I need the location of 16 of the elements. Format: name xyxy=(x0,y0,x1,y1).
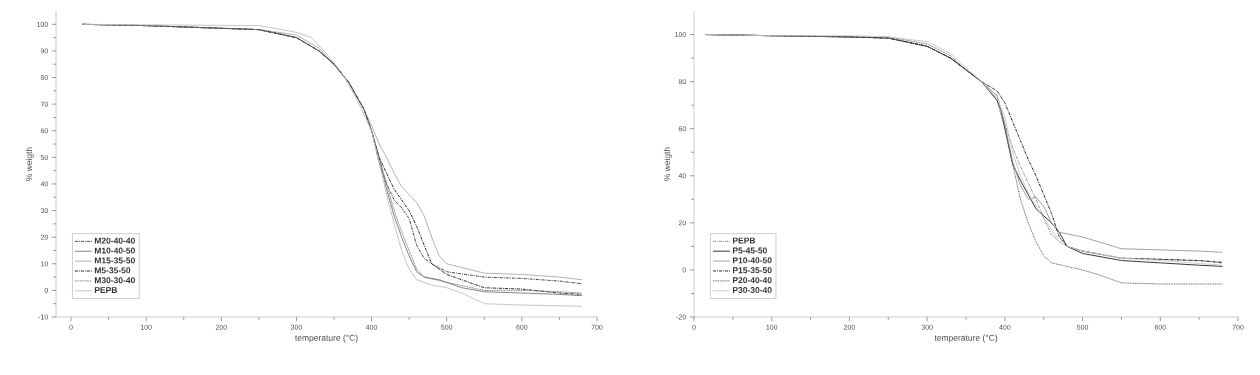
legend-label: P5-45-50 xyxy=(732,247,767,254)
legend-label: P20-40-40 xyxy=(732,277,772,284)
legend-label: M30-30-40 xyxy=(94,277,135,284)
legend-label: P15-35-50 xyxy=(732,267,772,274)
legend-label: M20-40-40 xyxy=(94,237,135,244)
y-axis-title: % weigth xyxy=(663,147,672,181)
legend-label: M15-35-50 xyxy=(94,257,135,264)
x-axis-title: temperature (°C) xyxy=(934,334,998,343)
legend-label: P30-30-40 xyxy=(732,287,772,294)
legend-label: M10-40-50 xyxy=(94,247,135,254)
legend-label: P10-40-50 xyxy=(732,257,772,264)
y-axis-title: % weigth xyxy=(25,147,34,181)
legend-label: M5-35-50 xyxy=(94,267,131,274)
x-axis-title: temperature (°C) xyxy=(295,334,358,343)
legend-label: PEPB xyxy=(94,287,118,293)
legend-label: PEPB xyxy=(732,237,756,244)
